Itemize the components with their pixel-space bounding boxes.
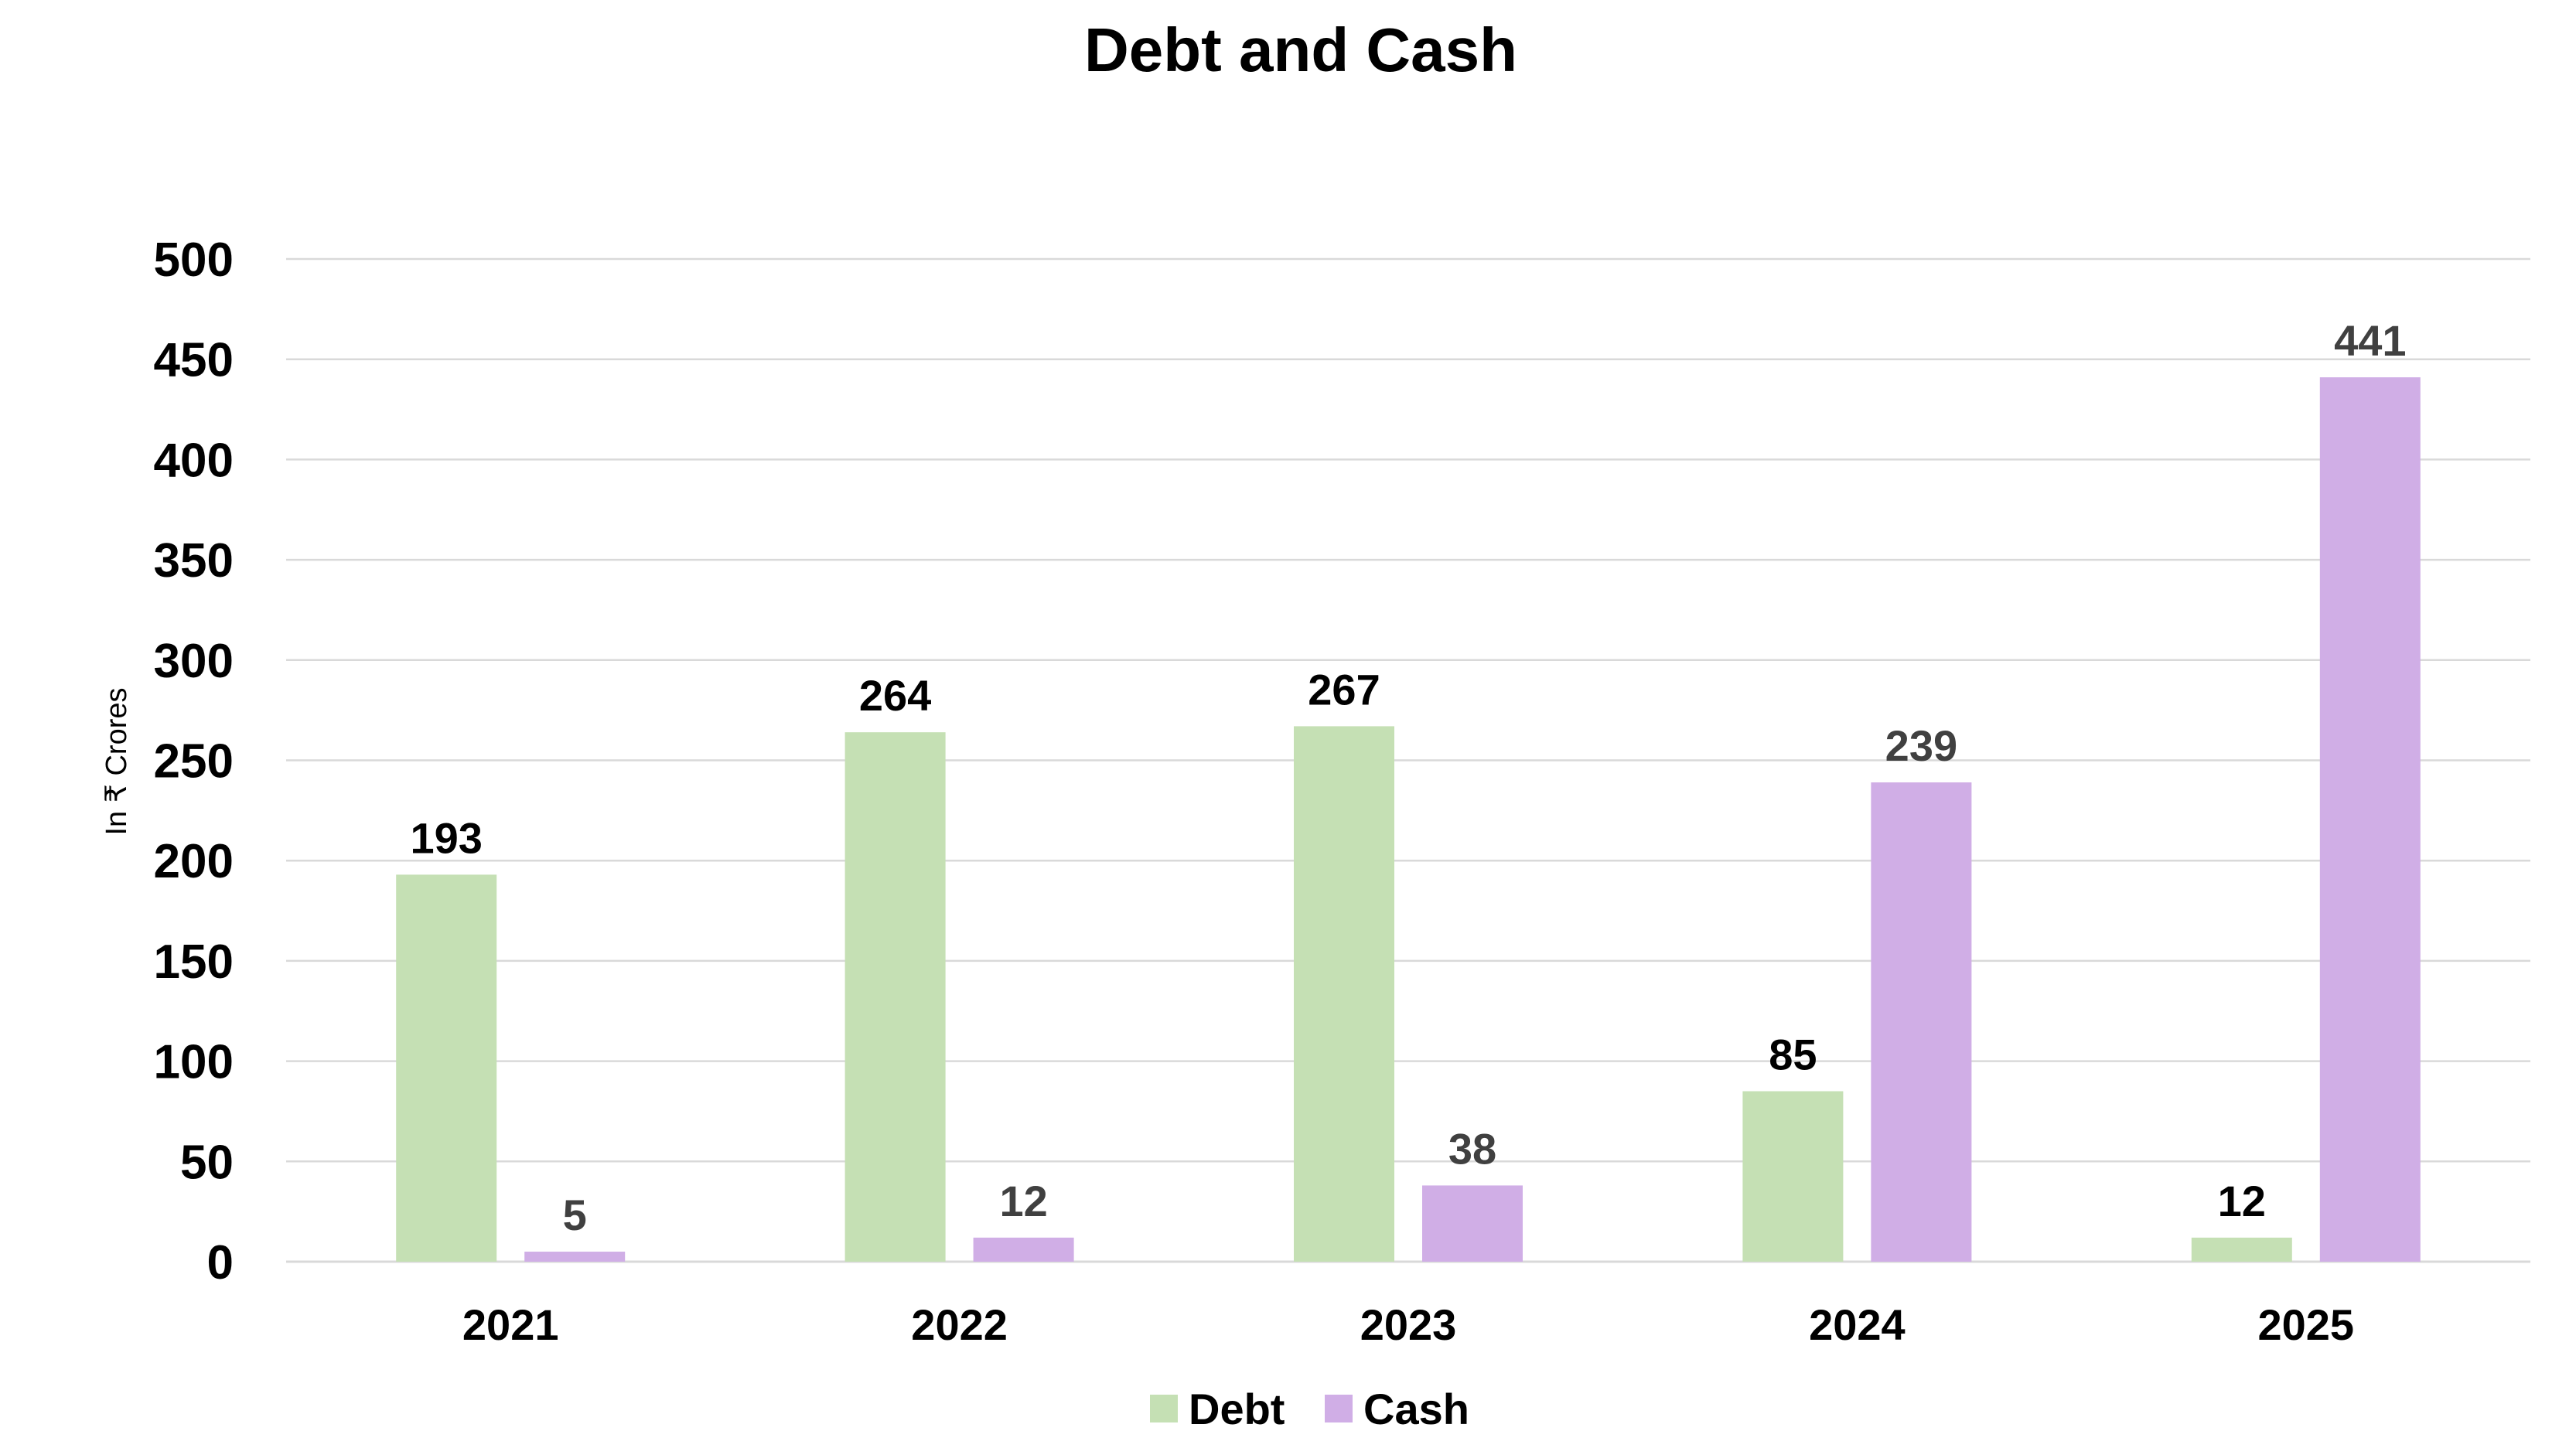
x-tick-label: 2023 (1360, 1300, 1457, 1349)
bar-debt-2021 (396, 874, 497, 1262)
y-tick-label: 500 (154, 233, 234, 287)
data-labels: 193 5 264 12 267 38 85 239 12 441 (410, 316, 2406, 1239)
bar-cash-2025 (2319, 377, 2421, 1262)
data-label-cash-2024: 239 (1885, 721, 1957, 770)
x-tick-label: 2021 (462, 1300, 559, 1349)
data-label-cash-2022: 12 (999, 1177, 1047, 1225)
x-tick-label: 2024 (1809, 1300, 1906, 1349)
legend-label-debt: Debt (1189, 1385, 1285, 1433)
data-label-debt-2021: 193 (410, 813, 482, 862)
y-tick-label: 150 (154, 935, 234, 989)
bar-debt-2024 (1742, 1091, 1844, 1262)
bar-cash-2021 (524, 1252, 626, 1262)
y-tick-label: 100 (154, 1036, 234, 1089)
bar-debt-2025 (2191, 1237, 2292, 1262)
y-tick-label: 450 (154, 334, 234, 387)
data-label-cash-2023: 38 (1448, 1124, 1496, 1173)
y-tick-label: 400 (154, 434, 234, 487)
gridlines (286, 257, 2530, 1263)
data-label-debt-2024: 85 (1769, 1031, 1817, 1079)
y-tick-label: 200 (154, 835, 234, 888)
data-label-debt-2022: 264 (859, 671, 931, 720)
chart-title: Debt and Cash (1084, 15, 1517, 84)
legend: Debt Cash (1150, 1385, 1469, 1433)
data-label-cash-2021: 5 (563, 1191, 587, 1239)
y-axis-title: In ₹ Crores (101, 687, 133, 835)
legend-swatch-cash (1325, 1395, 1353, 1422)
data-label-debt-2025: 12 (2218, 1177, 2266, 1225)
bar-cash-2023 (1422, 1185, 1523, 1262)
x-tick-label: 2025 (2258, 1300, 2355, 1349)
x-axis-ticks: 2021 2022 2023 2024 2025 (462, 1300, 2354, 1349)
bar-debt-2023 (1294, 726, 1394, 1262)
legend-swatch-debt (1150, 1395, 1178, 1422)
x-tick-label: 2022 (911, 1300, 1008, 1349)
y-axis-ticks: 0 50 100 150 200 250 300 350 400 450 500 (154, 233, 234, 1290)
bar-cash-2024 (1871, 782, 1972, 1262)
y-tick-label: 50 (180, 1136, 234, 1189)
bar-debt-2022 (844, 732, 946, 1262)
data-label-debt-2023: 267 (1308, 665, 1380, 714)
bar-cash-2022 (973, 1237, 1074, 1262)
legend-label-cash: Cash (1363, 1385, 1469, 1433)
y-tick-label: 300 (154, 635, 234, 688)
y-tick-label: 0 (207, 1236, 234, 1290)
bars (396, 377, 2421, 1262)
y-tick-label: 350 (154, 534, 234, 588)
y-tick-label: 250 (154, 735, 234, 789)
data-label-cash-2025: 441 (2334, 316, 2406, 365)
